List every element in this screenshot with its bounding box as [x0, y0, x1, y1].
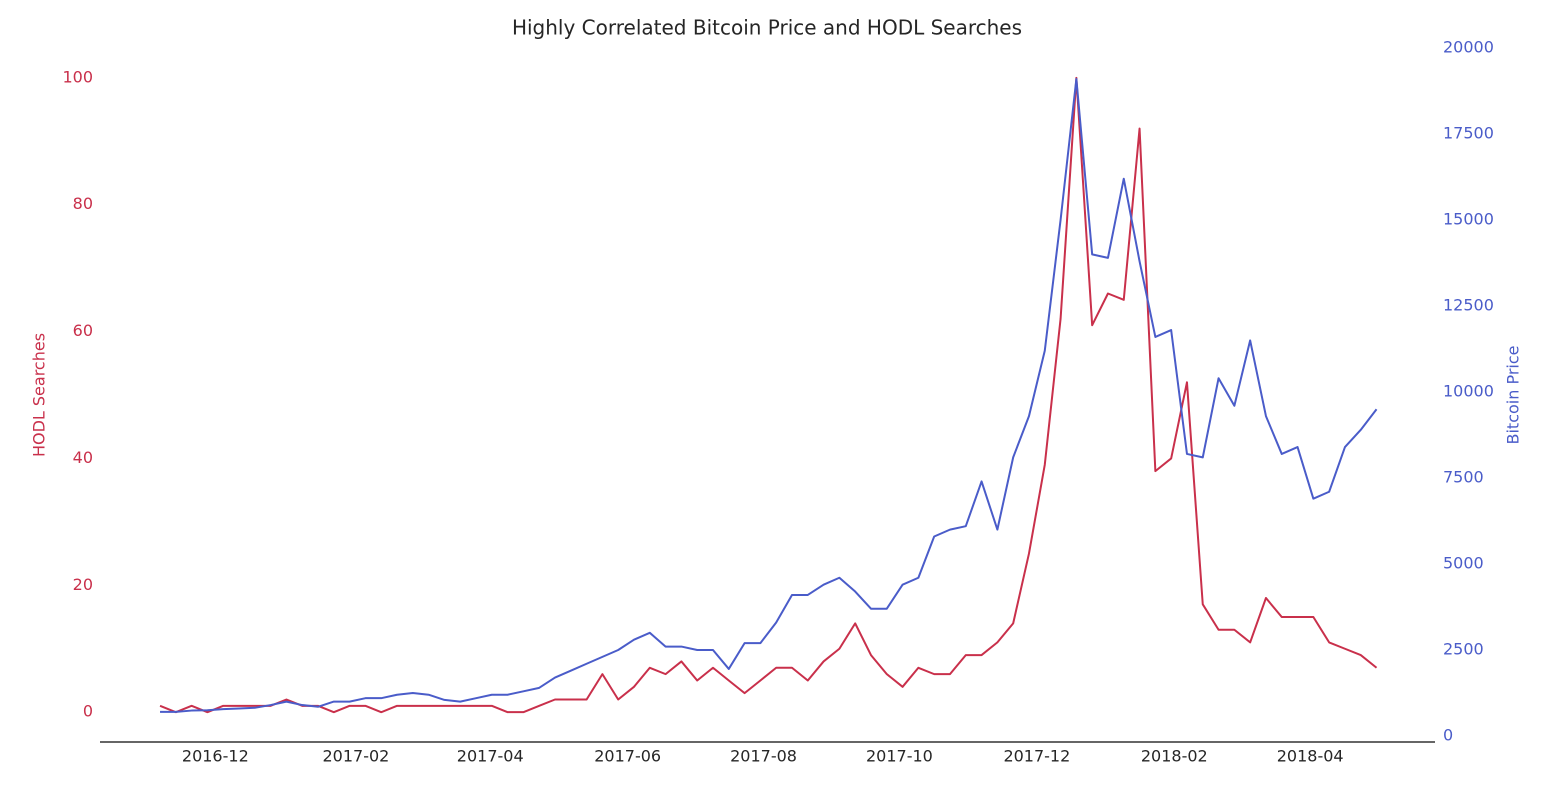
x-tick-label: 2017-02 — [323, 747, 390, 766]
y-tick-label: 0 — [83, 702, 93, 721]
x-tick-label: 2018-02 — [1141, 747, 1208, 766]
y2-tick-label: 12500 — [1443, 296, 1494, 315]
y2-tick-label: 2500 — [1443, 640, 1484, 659]
y2-tick-label: 10000 — [1443, 382, 1494, 401]
y2-tick-label: 15000 — [1443, 210, 1494, 229]
x-tick-label: 2018-04 — [1277, 747, 1344, 766]
x-tick-label: 2016-12 — [182, 747, 249, 766]
x-tick-label: 2017-06 — [594, 747, 661, 766]
y2-tick-label: 7500 — [1443, 468, 1484, 487]
line-series — [160, 77, 1378, 713]
y-tick-label: 100 — [62, 67, 93, 86]
y2-tick-label: 0 — [1443, 726, 1453, 745]
x-tick-label: 2017-10 — [866, 747, 933, 766]
y-tick-label: 60 — [73, 321, 93, 340]
line-series — [159, 76, 1378, 714]
y2-axis-label: Bitcoin Price — [1504, 346, 1523, 445]
chart-title: Highly Correlated Bitcoin Price and HODL… — [512, 16, 1022, 40]
x-tick-label: 2017-04 — [457, 747, 524, 766]
y2-tick-label: 5000 — [1443, 554, 1484, 573]
y-tick-label: 20 — [73, 575, 93, 594]
y2-tick-label: 20000 — [1443, 38, 1494, 57]
y-axis-label: HODL Searches — [30, 333, 49, 457]
x-tick-label: 2017-08 — [730, 747, 797, 766]
x-tick-label: 2017-12 — [1003, 747, 1070, 766]
y-tick-label: 80 — [73, 194, 93, 213]
y2-tick-label: 17500 — [1443, 124, 1494, 143]
y-tick-label: 40 — [73, 448, 93, 467]
